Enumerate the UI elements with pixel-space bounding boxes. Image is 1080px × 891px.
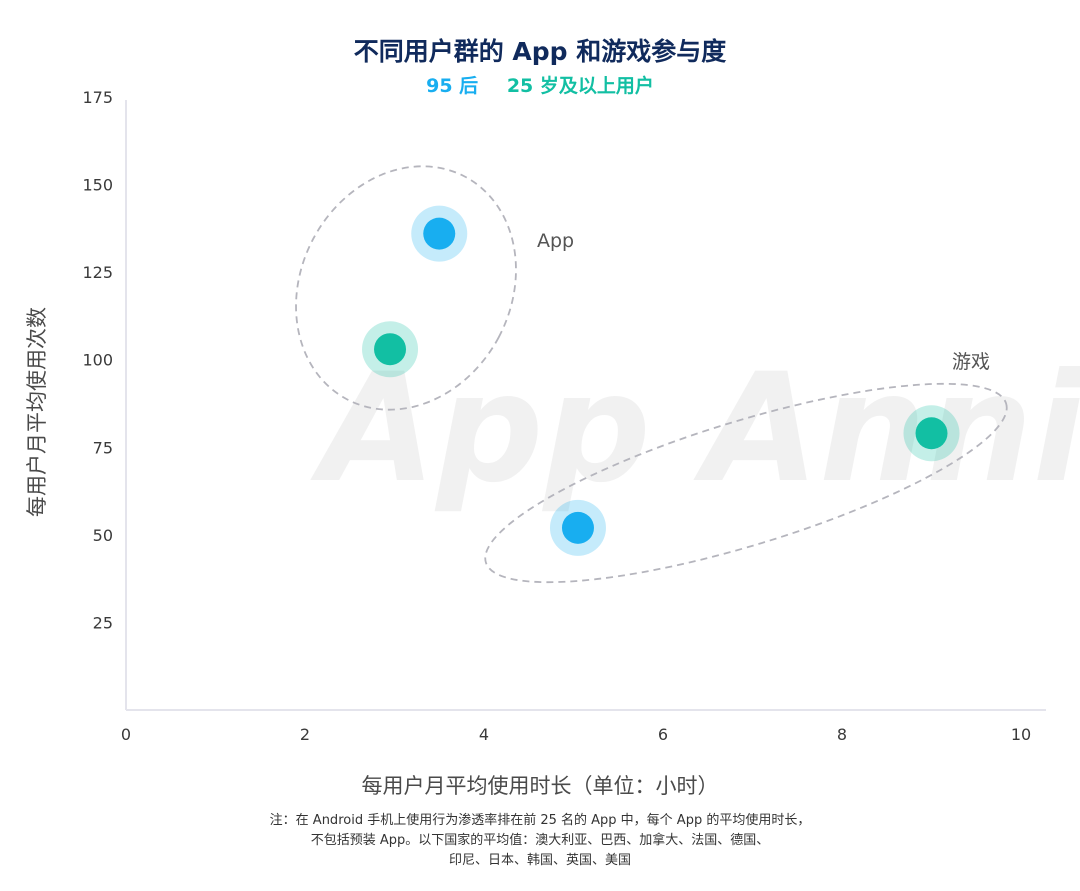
x-tick-label: 2 (300, 725, 310, 744)
x-tick-label: 0 (121, 725, 131, 744)
chart-title: 不同用户群的 App 和游戏参与度 (353, 37, 727, 66)
chart-legend: 95 后 25 岁及以上用户 (0, 71, 1080, 98)
game-group-ellipse (484, 382, 1008, 584)
x-tick-label: 10 (1011, 725, 1031, 744)
footnote-line-2: 不包括预装 App。以下国家的平均值：澳大利亚、巴西、加拿大、法国、德国、 (310, 833, 770, 848)
y-tick-label: 50 (93, 526, 113, 545)
data-point-marker (374, 333, 407, 366)
y-tick-label: 150 (82, 176, 113, 195)
y-tick-label: 175 (82, 88, 113, 107)
watermark-text: App Annie (310, 342, 1080, 516)
x-tick-label: 8 (837, 725, 847, 744)
y-tick-label: 100 (82, 351, 113, 370)
data-point (362, 321, 419, 378)
legend-item-teen: 95 后 (426, 75, 479, 97)
footnote-line-3: 印尼、日本、韩国、英国、美国 (448, 853, 631, 868)
y-tick-label: 125 (82, 263, 113, 282)
y-tick-label: 75 (93, 438, 113, 457)
data-point (903, 405, 960, 462)
footnote-line-1: 注：在 Android 手机上使用行为渗透率排在前 25 名的 App 中，每个… (269, 813, 811, 828)
data-point (549, 499, 606, 556)
annotation-game: 游戏 (952, 351, 990, 373)
y-axis-label: 每用户月平均使用次数 (25, 307, 49, 517)
x-axis-label: 每用户月平均使用时长（单位：小时） (361, 774, 719, 798)
legend-item-adult: 25 岁及以上用户 (506, 75, 654, 97)
data-point-marker (561, 511, 594, 544)
annotation-app: App (537, 230, 574, 252)
x-tick-label: 6 (658, 725, 668, 744)
footnote: 注：在 Android 手机上使用行为渗透率排在前 25 名的 App 中，每个… (0, 811, 1080, 871)
app-group-ellipse (295, 165, 517, 411)
y-tick-label: 25 (93, 613, 113, 632)
data-point-marker (423, 217, 456, 250)
data-point-marker (915, 417, 948, 450)
x-tick-label: 4 (479, 725, 489, 744)
data-point (411, 205, 468, 262)
